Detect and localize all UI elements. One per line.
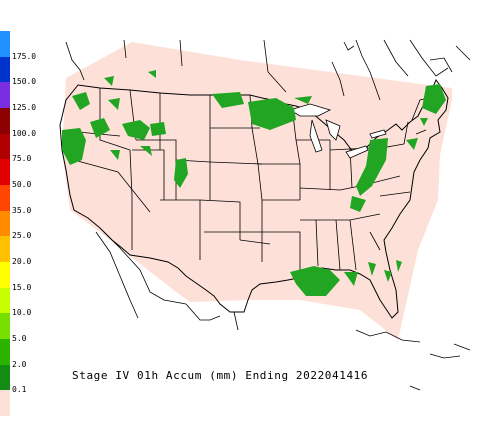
map-caption: Stage IV 01h Accum (mm) Ending 202204141… xyxy=(72,369,369,382)
great-lakes xyxy=(289,103,387,159)
legend-label: 100.0 xyxy=(12,128,37,138)
legend-swatch xyxy=(0,31,10,58)
border-lines xyxy=(65,39,471,391)
legend-swatch xyxy=(0,287,10,314)
legend-swatch xyxy=(0,210,10,237)
legend-label: 175.0 xyxy=(12,51,37,61)
legend-label: 125.0 xyxy=(12,103,37,112)
legend-swatch xyxy=(0,56,10,83)
state-boundaries xyxy=(73,88,429,271)
legend-swatch xyxy=(0,159,10,186)
legend-swatch xyxy=(0,390,10,417)
legend-swatch xyxy=(0,185,10,212)
legend-swatch xyxy=(0,236,10,263)
legend-label: 25.0 xyxy=(12,231,32,241)
legend-label: 35.0 xyxy=(12,205,32,215)
precip-areas xyxy=(62,70,446,296)
legend-label: 50.0 xyxy=(12,180,32,189)
coverage-area xyxy=(62,42,452,340)
legend-swatch xyxy=(0,364,10,391)
legend-swatch xyxy=(0,339,10,366)
legend-swatch xyxy=(0,313,10,340)
legend-swatch xyxy=(0,82,10,109)
legend-label: 5.0 xyxy=(12,334,27,343)
legend-label: 10.0 xyxy=(12,308,32,318)
legend-swatch xyxy=(0,262,10,289)
legend-colorbar xyxy=(0,31,10,417)
legend-label: 150.0 xyxy=(12,77,37,87)
legend-swatch xyxy=(0,133,10,160)
legend-label: 15.0 xyxy=(12,282,32,292)
us-outline xyxy=(59,79,449,319)
legend-label: 2.0 xyxy=(12,359,27,369)
legend-label: 20.0 xyxy=(12,257,32,266)
legend-label: 0.1 xyxy=(12,385,27,395)
legend-swatch xyxy=(0,108,10,135)
legend-label: 75.0 xyxy=(12,154,32,164)
